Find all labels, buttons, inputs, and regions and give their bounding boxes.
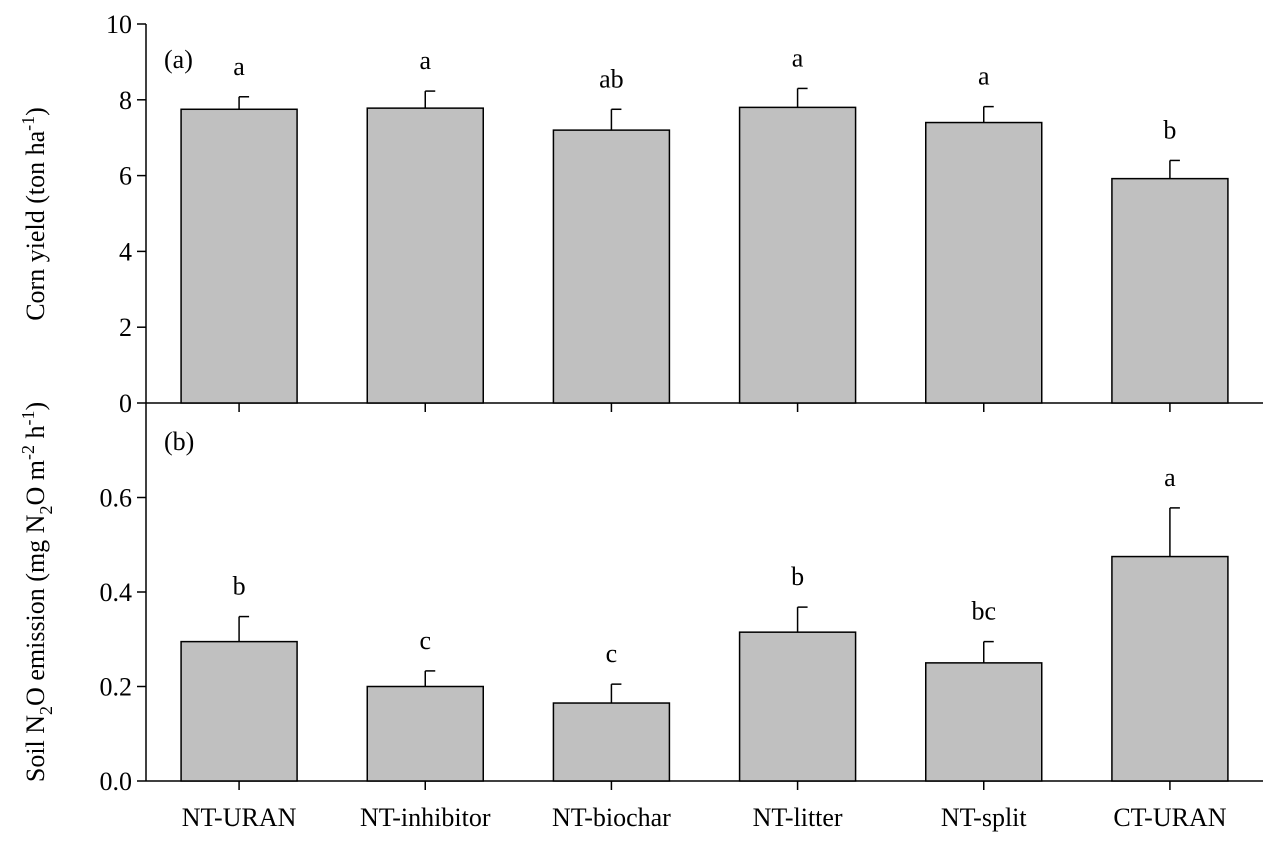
panel-b-bar-nt-uran bbox=[180, 640, 298, 782]
panel-a-y-tick-label: 10 bbox=[106, 10, 132, 39]
panel-b-soil-n2o: (b) Soil N2O emission (mg N2O m-2 h-1) 0… bbox=[18, 402, 1263, 796]
panel-a-bar-nt-split bbox=[925, 121, 1043, 404]
panel-b-y-tick-label: 0.4 bbox=[100, 578, 133, 607]
panel-a-y-tick-label: 4 bbox=[119, 237, 132, 266]
panel-b-y-tick-label: 0.2 bbox=[100, 673, 133, 702]
panel-a-bar-ct-uran bbox=[1111, 177, 1229, 404]
panel-a-y-tick-label: 0 bbox=[119, 389, 132, 418]
x-category-label-ct-uran: CT-URAN bbox=[1113, 803, 1226, 832]
panel-b-axes: 0.0 0.2 0.4 0.6 bbox=[100, 403, 1263, 796]
panel-b-y-tick-label: 0.6 bbox=[100, 484, 133, 513]
panel-b-significance-letter: b bbox=[791, 562, 804, 591]
panel-a-y-tick-label: 2 bbox=[119, 313, 132, 342]
x-category-label-nt-split: NT-split bbox=[941, 803, 1027, 832]
panel-a-bar-nt-inhibitor bbox=[366, 107, 484, 404]
panel-b-significance-letter: c bbox=[419, 626, 431, 655]
panel-b-y-axis-label: Soil N2O emission (mg N2O m-2 h-1) bbox=[18, 402, 56, 782]
x-category-label-nt-biochar: NT-biochar bbox=[552, 803, 671, 832]
panel-b-significance-letter: c bbox=[606, 639, 618, 668]
x-category-label-nt-inhibitor: NT-inhibitor bbox=[360, 803, 491, 832]
x-axis-category-labels: NT-URAN NT-inhibitor NT-biochar NT-litter NT… bbox=[182, 803, 1227, 832]
panel-a-significance-letter: a bbox=[419, 46, 431, 75]
panel-a-significance-letter: ab bbox=[599, 64, 624, 93]
panel-a-bar-nt-uran bbox=[180, 108, 298, 404]
panel-a-label: (a) bbox=[164, 45, 193, 74]
panel-a-significance-letter: a bbox=[233, 52, 245, 81]
panel-a-significance-letter: a bbox=[978, 62, 990, 91]
panel-b-significance-letter: a bbox=[1164, 463, 1176, 492]
panel-a-bar-nt-litter bbox=[738, 106, 857, 404]
panel-b-bar-nt-biochar bbox=[552, 702, 671, 782]
panel-b-label: (b) bbox=[164, 427, 194, 456]
panel-a-axes: 0 2 4 6 8 10 bbox=[106, 10, 1263, 418]
panel-a-y-axis-label: Corn yield (ton ha-1) bbox=[18, 107, 50, 321]
panel-a-y-tick-label: 8 bbox=[119, 86, 132, 115]
panel-b-bar-nt-litter bbox=[738, 631, 857, 782]
panel-b-significance-letter: bc bbox=[971, 597, 996, 626]
panel-b-y-tick-label: 0.0 bbox=[100, 767, 133, 796]
panel-b-bar-nt-split bbox=[925, 662, 1043, 782]
panel-a-y-tick-label: 6 bbox=[119, 162, 132, 191]
panel-b-significance-letter: b bbox=[233, 572, 246, 601]
panel-b-bar-nt-inhibitor bbox=[366, 685, 484, 782]
x-category-label-nt-litter: NT-litter bbox=[753, 803, 843, 832]
x-category-label-nt-uran: NT-URAN bbox=[182, 803, 297, 832]
panel-a-significance-letter: b bbox=[1163, 115, 1176, 144]
panel-a-bar-nt-biochar bbox=[552, 129, 671, 404]
panel-a-significance-letter: a bbox=[792, 43, 804, 72]
panel-b-bar-ct-uran bbox=[1111, 555, 1229, 782]
